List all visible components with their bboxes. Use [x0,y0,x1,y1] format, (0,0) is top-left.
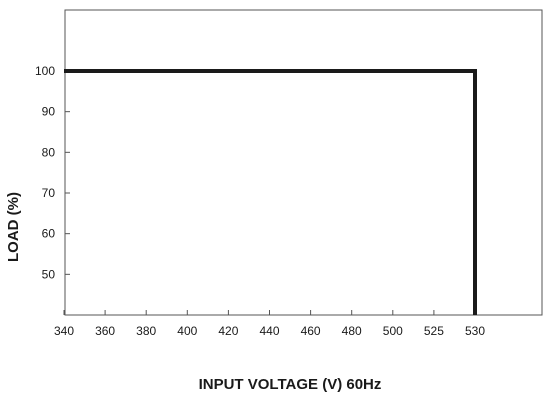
x-tick-label: 400 [177,324,197,338]
x-tick-label: 340 [54,324,74,338]
x-axis-title: INPUT VOLTAGE (V) 60Hz [199,376,382,393]
y-tick-label: 70 [42,186,56,200]
x-tick-label: 525 [424,324,444,338]
y-tick-label: 100 [35,64,55,78]
x-tick-label: 530 [465,324,485,338]
plot-frame [64,9,543,316]
y-axis-ticks: 50 60 70 80 90 100 [35,64,70,281]
y-tick-label: 60 [42,227,56,241]
x-tick-label: 460 [301,324,321,338]
x-tick-label: 360 [95,324,115,338]
x-tick-label: 480 [342,324,362,338]
y-axis-title: LOAD (%) [5,192,22,262]
x-axis-ticks: 340 360 380 400 420 440 460 480 500 525 530 [54,310,485,338]
y-tick-label: 50 [42,267,56,281]
y-tick-label: 90 [42,105,56,119]
series-layer [64,69,477,315]
x-tick-label: 440 [259,324,279,338]
x-tick-label: 380 [136,324,156,338]
y-tick-label: 80 [42,145,56,159]
x-tick-label: 420 [218,324,238,338]
x-tick-label: 500 [383,324,403,338]
derating-curve-line [64,69,477,315]
